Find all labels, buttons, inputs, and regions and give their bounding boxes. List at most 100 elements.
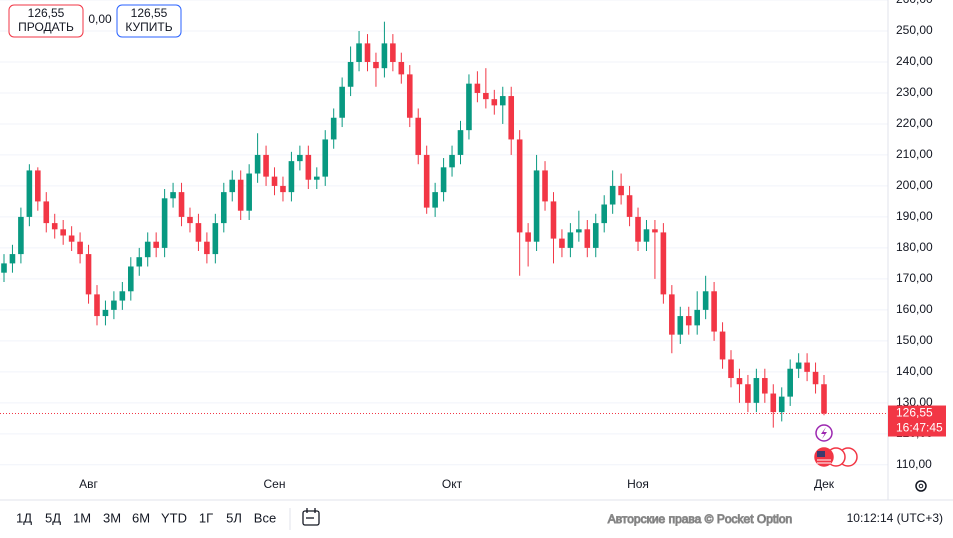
candle-body	[669, 294, 675, 335]
candle-body	[423, 154, 430, 208]
sell-button[interactable]: 126,55 ПРОДАТЬ	[8, 4, 84, 38]
candle-body	[398, 61, 405, 75]
candle-body	[702, 291, 709, 310]
candle-body	[9, 254, 16, 264]
range-button[interactable]: 6М	[132, 510, 150, 525]
candle-body	[271, 176, 278, 186]
candle-body	[18, 216, 24, 255]
date-range-icon[interactable]	[302, 508, 320, 526]
candle-body	[466, 83, 472, 131]
candle-body	[483, 92, 489, 100]
x-tick-label: Ноя	[627, 477, 649, 491]
settings-icon[interactable]	[915, 480, 927, 492]
candle-body	[322, 139, 329, 177]
y-tick-label: 160,00	[896, 302, 933, 316]
candle-body	[533, 170, 540, 242]
candle-body	[601, 204, 608, 224]
y-tick-label: 170,00	[896, 271, 933, 285]
range-button[interactable]: 5Л	[226, 510, 242, 525]
last-price-box	[888, 405, 946, 437]
candle-body	[559, 238, 565, 248]
candle-body	[330, 117, 337, 140]
y-tick-label: 210,00	[896, 147, 933, 161]
y-tick-label: 110,00	[896, 457, 932, 471]
candle-body	[762, 378, 768, 394]
event-icon[interactable]	[815, 424, 833, 442]
candle-body	[111, 300, 117, 310]
candle-body	[821, 384, 827, 414]
candle-body	[694, 309, 700, 326]
y-tick-label: 200,00	[896, 178, 933, 192]
candle-body	[567, 232, 574, 248]
range-button[interactable]: 1Г	[199, 510, 213, 525]
countdown: 16:47:45	[896, 421, 943, 435]
candle-body	[229, 179, 236, 193]
buy-price: 126,55	[131, 6, 168, 20]
candle-body	[51, 223, 58, 230]
candle-body	[43, 201, 50, 224]
range-button[interactable]: 1Д	[16, 510, 32, 525]
buy-button[interactable]: 126,55 КУПИТЬ	[116, 4, 182, 38]
candle-body	[804, 362, 810, 372]
y-tick-label: 140,00	[896, 364, 933, 378]
candle-body	[212, 223, 219, 255]
range-button[interactable]: 1М	[73, 510, 91, 525]
candle-body	[119, 291, 126, 301]
last-price-label: 126,55	[896, 406, 933, 420]
candle-body	[745, 384, 751, 403]
candle-body	[144, 241, 151, 258]
range-button[interactable]: 3М	[103, 510, 121, 525]
candle-body	[584, 229, 591, 248]
y-tick-label: 190,00	[896, 209, 933, 223]
candle-body	[313, 176, 320, 180]
x-tick-label: Авг	[79, 477, 98, 491]
candle-body	[128, 266, 134, 292]
sell-label: ПРОДАТЬ	[18, 20, 74, 34]
candle-body	[364, 43, 371, 62]
candle-body	[254, 154, 261, 174]
range-button[interactable]: Все	[254, 510, 276, 525]
candle-body	[719, 331, 726, 360]
candle-body	[297, 154, 303, 162]
candle-body	[550, 201, 557, 239]
candle-body	[508, 96, 515, 140]
candle-body	[787, 368, 793, 397]
candle-body	[635, 216, 641, 242]
plot-area	[0, 0, 888, 466]
candle-body	[77, 241, 83, 255]
candle-body	[381, 43, 388, 69]
candle-body	[592, 223, 599, 248]
watermark: Авторские права © Pocket Option	[608, 512, 792, 526]
candle-body	[102, 309, 109, 317]
range-button[interactable]: YTD	[161, 510, 187, 525]
candle-body	[373, 61, 379, 69]
candle-body	[499, 96, 506, 106]
candle-body	[685, 316, 692, 326]
candle-body	[432, 192, 438, 208]
candle-body	[770, 393, 777, 413]
spread: 0,00	[88, 12, 112, 26]
x-tick-label: Сен	[264, 477, 286, 491]
candle-body	[94, 294, 100, 317]
candle-body	[474, 83, 481, 93]
candle-body	[187, 216, 193, 224]
candle-body	[178, 192, 185, 217]
flag-icons[interactable]	[814, 447, 858, 467]
y-tick-label: 150,00	[896, 333, 933, 347]
candle-body	[440, 167, 447, 193]
candle-body	[542, 170, 548, 202]
candle-body	[390, 43, 396, 62]
range-button[interactable]: 5Д	[45, 510, 61, 525]
candle-body	[778, 396, 785, 413]
buy-label: КУПИТЬ	[125, 20, 172, 34]
y-tick-label: 230,00	[896, 85, 933, 99]
candle-body	[415, 117, 422, 155]
y-tick-label: 220,00	[896, 116, 933, 130]
candle-body	[237, 179, 244, 211]
candle-body	[347, 61, 354, 87]
candle-body	[677, 316, 684, 335]
candle-body	[170, 192, 176, 199]
candle-body	[449, 154, 455, 168]
candle-body	[26, 170, 33, 217]
